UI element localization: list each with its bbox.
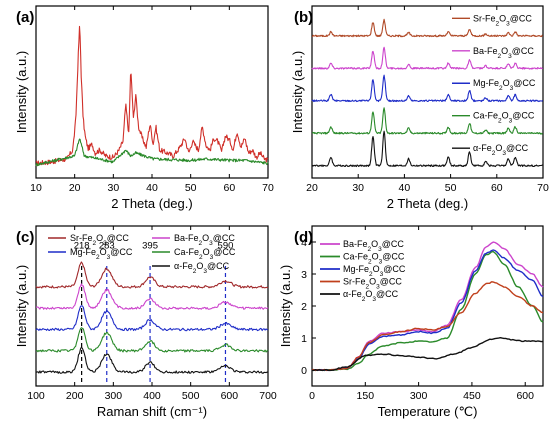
x-tick-label: 700 [259, 390, 277, 402]
y-tick-label: 1 [301, 333, 307, 345]
panel-label: (b) [294, 9, 313, 26]
raman-series-line-1 [35, 283, 269, 310]
x-tick-label: 60 [491, 182, 503, 194]
xrd-series-line-0 [311, 18, 543, 38]
xrd-series-line-3 [311, 107, 543, 135]
y-tick-label: 3 [301, 269, 307, 281]
legend-label: Mg-Fe2O3@CC [473, 78, 536, 92]
x-tick-label: 500 [182, 390, 200, 402]
x-tick-label: 600 [221, 390, 239, 402]
legend-label: α-Fe2O3@CC [343, 289, 399, 303]
y-axis-label: Intensity (a.u.) [14, 265, 29, 347]
x-tick-label: 300 [105, 390, 123, 402]
x-tick-label: 30 [107, 182, 119, 194]
legend-label: Sr-Fe2O3@CC [473, 13, 532, 27]
panel-frame [311, 5, 544, 179]
x-tick-label: 50 [185, 182, 197, 194]
peak-label: 590 [218, 241, 234, 252]
legend-label: Mg-Fe2O3@CC [343, 264, 406, 278]
x-tick-label: 400 [143, 390, 161, 402]
xrd-series-line-2 [311, 74, 544, 103]
y-tick-label: 2 [301, 301, 307, 313]
x-tick-label: 150 [357, 390, 375, 402]
x-tick-label: 30 [352, 182, 364, 194]
x-tick-label: 40 [146, 182, 158, 194]
legend-label: Sr-Fe2O3@CC [343, 277, 402, 291]
legend-label: α-Fe2O3@CC [174, 261, 230, 275]
legend-label: Ba-Fe2O3@CC [174, 233, 235, 247]
raman-series-line-3 [35, 327, 269, 353]
y-axis-label: Intensity (a.u.) [290, 51, 305, 133]
tpr-series-line-4 [311, 337, 544, 372]
legend-label: Ba-Fe2O3@CC [473, 46, 534, 60]
x-tick-label: 20 [306, 182, 318, 194]
raman-series-line-2 [35, 305, 269, 332]
panel-frame [311, 225, 544, 387]
x-tick-label: 20 [69, 182, 81, 194]
legend-label: Sr-Fe2O3@CC [70, 233, 129, 247]
panel-label: (c) [16, 229, 34, 246]
x-tick-label: 300 [410, 390, 428, 402]
x-tick-label: 100 [27, 390, 45, 402]
panel-label: (d) [294, 229, 313, 246]
panel-label: (a) [16, 9, 34, 26]
x-tick-label: 450 [463, 390, 481, 402]
xrd-series-line-0 [35, 25, 269, 166]
peak-label: 283 [99, 241, 115, 252]
xrd-series-line-4 [311, 130, 543, 168]
x-tick-label: 60 [223, 182, 235, 194]
x-tick-label: 40 [399, 182, 411, 194]
legend-label: Ca-Fe2O3@CC [174, 247, 236, 261]
x-axis-label: 2 Theta (deg.) [111, 196, 192, 211]
x-tick-label: 600 [516, 390, 534, 402]
raman-series-line-0 [35, 261, 269, 289]
x-axis-label: Temperature (℃) [378, 404, 478, 419]
x-tick-label: 70 [262, 182, 274, 194]
y-axis-label: Intensity (a.u.) [14, 51, 29, 133]
raman-series-line-4 [35, 346, 269, 374]
x-tick-label: 0 [309, 390, 315, 402]
peak-label: 218 [74, 241, 90, 252]
x-tick-label: 10 [30, 182, 42, 194]
y-axis-label: Intensity (a.u.) [278, 265, 293, 347]
legend-label: Ca-Fe2O3@CC [473, 111, 535, 125]
tpr-series-line-1 [311, 250, 544, 372]
xrd-series-line-1 [311, 46, 544, 70]
x-tick-label: 70 [537, 182, 549, 194]
x-tick-label: 200 [66, 390, 84, 402]
y-tick-label: 4 [301, 237, 307, 249]
peak-label: 395 [142, 241, 158, 252]
legend-label: Mg-Fe2O3@CC [70, 247, 133, 261]
x-axis-label: 2 Theta (deg.) [387, 196, 468, 211]
legend-label: Ba-Fe2O3@CC [343, 239, 404, 253]
y-tick-label: 0 [301, 365, 307, 377]
x-axis-label: Raman shift (cm⁻¹) [97, 404, 207, 419]
x-tick-label: 50 [445, 182, 457, 194]
xrd-series-line-1 [35, 138, 269, 167]
legend-label: Ca-Fe2O3@CC [343, 252, 405, 266]
legend-label: α-Fe2O3@CC [473, 143, 529, 157]
